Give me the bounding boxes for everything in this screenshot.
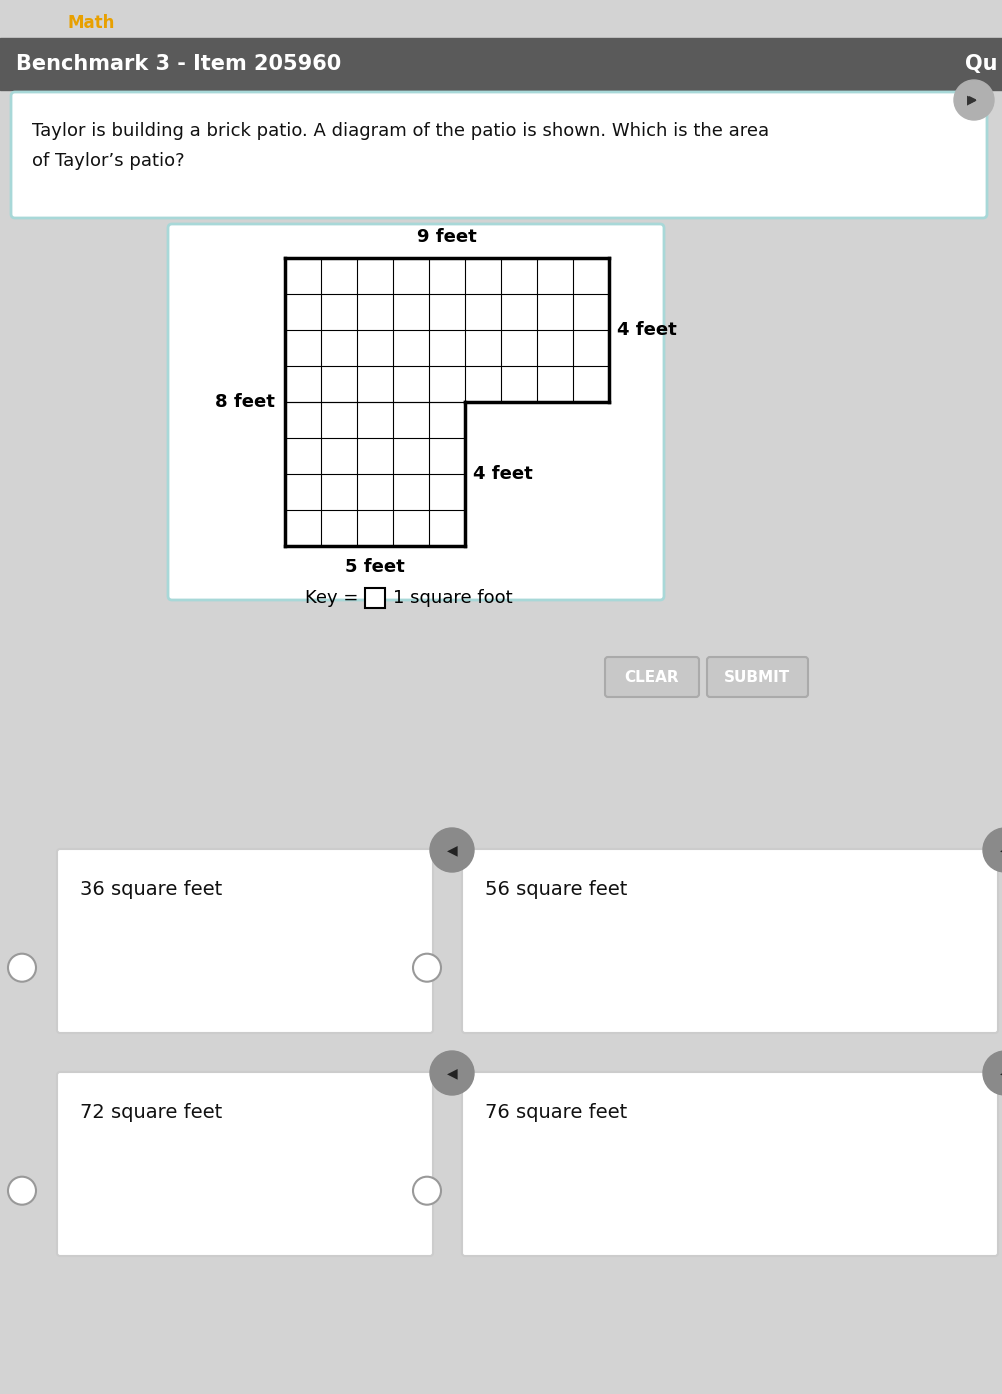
FancyBboxPatch shape — [11, 92, 986, 217]
Circle shape — [982, 828, 1002, 873]
Text: 4 feet: 4 feet — [616, 321, 676, 339]
Text: 56 square feet: 56 square feet — [485, 880, 626, 899]
Text: ◀: ◀ — [446, 1066, 457, 1080]
FancyBboxPatch shape — [706, 657, 808, 697]
FancyBboxPatch shape — [57, 849, 433, 1033]
Text: 1 square foot: 1 square foot — [393, 590, 512, 606]
Text: ◀: ◀ — [446, 843, 457, 857]
Text: 5 feet: 5 feet — [345, 558, 405, 576]
Text: Taylor is building a brick patio. A diagram of the patio is shown. Which is the : Taylor is building a brick patio. A diag… — [32, 123, 769, 139]
Text: 4 feet: 4 feet — [473, 466, 532, 482]
Text: Key =: Key = — [305, 590, 358, 606]
Text: Qu: Qu — [965, 54, 997, 74]
FancyBboxPatch shape — [57, 1072, 433, 1256]
Circle shape — [8, 1177, 36, 1204]
Text: 72 square feet: 72 square feet — [80, 1103, 222, 1122]
Text: ◀: ◀ — [999, 1066, 1002, 1080]
Text: Math: Math — [68, 14, 115, 32]
FancyBboxPatch shape — [462, 849, 997, 1033]
Text: ◀: ◀ — [999, 843, 1002, 857]
Circle shape — [430, 828, 474, 873]
Text: 8 feet: 8 feet — [214, 393, 275, 411]
Circle shape — [8, 953, 36, 981]
FancyBboxPatch shape — [462, 1072, 997, 1256]
FancyBboxPatch shape — [604, 657, 698, 697]
Text: 36 square feet: 36 square feet — [80, 880, 222, 899]
Circle shape — [413, 953, 441, 981]
Text: 76 square feet: 76 square feet — [485, 1103, 626, 1122]
Circle shape — [430, 1051, 474, 1096]
Circle shape — [982, 1051, 1002, 1096]
Text: CLEAR: CLEAR — [624, 669, 678, 684]
Circle shape — [413, 1177, 441, 1204]
Text: ▶: ▶ — [966, 93, 976, 106]
Bar — [0, 38, 1002, 91]
Text: of Taylor’s patio?: of Taylor’s patio? — [32, 152, 184, 170]
Circle shape — [953, 79, 993, 120]
Text: Benchmark 3 - Item 205960: Benchmark 3 - Item 205960 — [16, 54, 341, 74]
Text: SUBMIT: SUBMIT — [723, 669, 790, 684]
Bar — [365, 588, 385, 608]
FancyBboxPatch shape — [167, 224, 663, 599]
Text: 9 feet: 9 feet — [417, 229, 476, 245]
